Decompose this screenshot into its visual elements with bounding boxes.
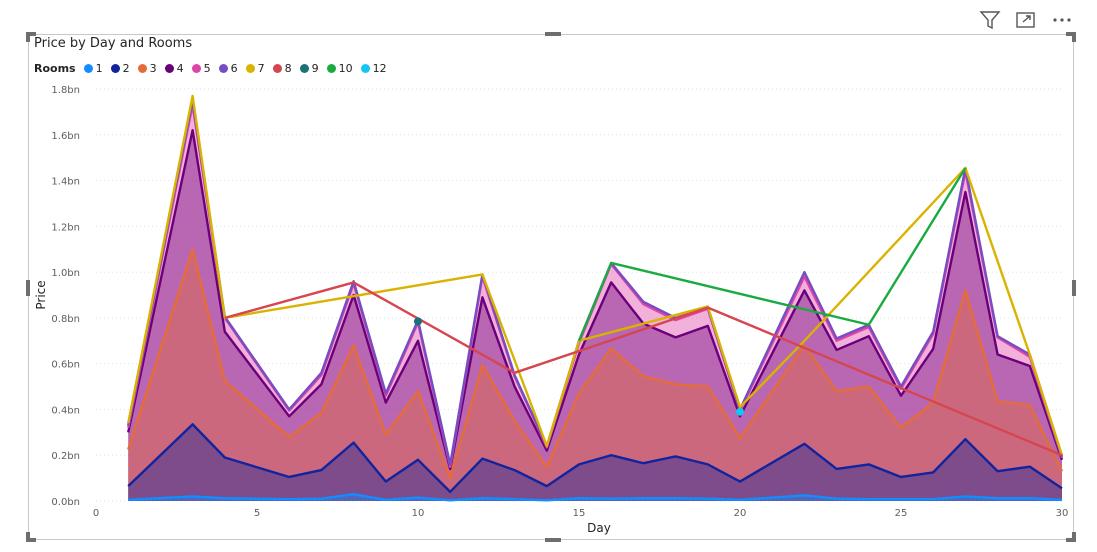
x-tick-label: 10 xyxy=(412,508,425,519)
legend-label: 8 xyxy=(284,62,292,75)
legend-dot xyxy=(326,64,336,73)
legend-dot xyxy=(245,64,255,73)
resize-handle-top-right[interactable] xyxy=(1066,32,1076,36)
legend-label: 2 xyxy=(122,62,130,75)
more-options-icon[interactable] xyxy=(1049,8,1075,32)
legend-item-10[interactable]: 10 xyxy=(326,62,353,75)
y-axis-title: Price xyxy=(34,280,48,309)
legend-item-6[interactable]: 6 xyxy=(218,62,238,75)
legend-label: 7 xyxy=(257,62,265,75)
area-series-2 xyxy=(128,424,1062,501)
resize-handle-bottom-right-v[interactable] xyxy=(1072,532,1076,542)
resize-handle-right[interactable] xyxy=(1072,280,1076,296)
legend-label: 1 xyxy=(95,62,103,75)
line-series-4 xyxy=(127,128,1064,471)
line-series-7 xyxy=(127,94,1064,456)
visual-header xyxy=(977,8,1075,32)
legend-dot xyxy=(110,64,120,73)
point-series-9 xyxy=(414,317,422,326)
legend-item-3[interactable]: 3 xyxy=(137,62,157,75)
y-tick-label: 1.0bn xyxy=(51,268,80,279)
legend-label: 5 xyxy=(203,62,211,75)
resize-handle-top[interactable] xyxy=(545,32,561,36)
area-series-4 xyxy=(128,130,1062,501)
chart-title: Price by Day and Rooms xyxy=(34,36,193,51)
legend-item-2[interactable]: 2 xyxy=(110,62,130,75)
x-axis-title: Day xyxy=(587,521,611,535)
filter-icon[interactable] xyxy=(977,8,1003,32)
resize-handle-top-right-v[interactable] xyxy=(1072,32,1076,42)
point-series-12 xyxy=(736,407,744,416)
legend-label: 6 xyxy=(230,62,238,75)
y-tick-label: 1.4bn xyxy=(51,177,80,188)
resize-handle-bottom-left-v[interactable] xyxy=(26,532,30,542)
legend-item-1[interactable]: 1 xyxy=(83,62,103,75)
legend-dot xyxy=(137,64,147,73)
legend-item-12[interactable]: 12 xyxy=(360,62,387,75)
area-layer xyxy=(128,105,1062,502)
resize-handle-bottom-right[interactable] xyxy=(1066,538,1076,542)
resize-handle-top-left[interactable] xyxy=(26,32,36,36)
line-series-2 xyxy=(127,423,1063,494)
legend-label: 12 xyxy=(372,62,387,75)
x-tick-label: 30 xyxy=(1056,508,1069,519)
x-tick-label: 5 xyxy=(254,508,260,519)
legend-dot xyxy=(272,64,282,73)
legend-title: Rooms xyxy=(34,62,76,75)
resize-handle-left[interactable] xyxy=(26,280,30,296)
x-tick-label: 0 xyxy=(93,508,99,519)
legend-dot xyxy=(218,64,228,73)
legend-item-9[interactable]: 9 xyxy=(299,62,319,75)
line-series-3 xyxy=(127,248,1064,480)
y-tick-label: 1.8bn xyxy=(51,85,80,96)
legend-item-4[interactable]: 4 xyxy=(164,62,184,75)
x-tick-label: 15 xyxy=(573,508,586,519)
y-tick-label: 1.2bn xyxy=(51,222,80,233)
line-layer xyxy=(127,94,1064,502)
legend-dot xyxy=(164,64,174,73)
x-tick-label: 25 xyxy=(895,508,908,519)
legend-item-8[interactable]: 8 xyxy=(272,62,292,75)
y-tick-label: 0.4bn xyxy=(51,405,80,416)
legend-dot xyxy=(299,64,309,73)
line-series-10 xyxy=(577,167,967,342)
legend-dot xyxy=(83,64,93,73)
area-series-5 xyxy=(128,105,1062,502)
y-tick-label: 0.0bn xyxy=(51,497,80,508)
resize-handle-bottom[interactable] xyxy=(545,538,561,542)
y-tick-label: 0.8bn xyxy=(51,314,80,325)
line-series-8 xyxy=(224,281,1063,457)
legend-item-5[interactable]: 5 xyxy=(191,62,211,75)
resize-handle-bottom-left[interactable] xyxy=(26,538,36,542)
resize-handle-top-left-v[interactable] xyxy=(26,32,30,42)
y-tick-label: 0.2bn xyxy=(51,451,80,462)
legend-dot xyxy=(360,64,370,73)
focus-mode-icon[interactable] xyxy=(1013,8,1039,32)
y-tick-label: 0.6bn xyxy=(51,360,80,371)
y-tick-label: 1.6bn xyxy=(51,131,80,142)
legend-label: 4 xyxy=(176,62,184,75)
line-series-1 xyxy=(128,492,1063,502)
legend-dot xyxy=(191,64,201,73)
legend-label: 3 xyxy=(149,62,157,75)
area-series-3 xyxy=(128,249,1062,501)
legend-label: 10 xyxy=(338,62,353,75)
legend-label: 9 xyxy=(311,62,319,75)
legend: Rooms 1 2 3 4 5 6 7 8 9 10 12 xyxy=(34,62,389,75)
legend-item-7[interactable]: 7 xyxy=(245,62,265,75)
x-tick-label: 20 xyxy=(734,508,747,519)
